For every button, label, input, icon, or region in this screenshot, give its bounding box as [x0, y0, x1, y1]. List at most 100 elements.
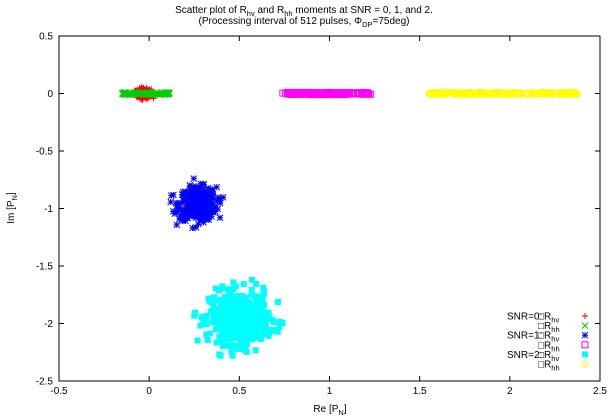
data-point	[217, 352, 224, 359]
data-point	[547, 90, 555, 98]
data-point	[542, 90, 550, 98]
data-point	[176, 199, 184, 207]
data-point	[241, 304, 248, 311]
legend-snr-label: SNR=0:	[507, 312, 542, 323]
data-point	[233, 303, 240, 310]
data-point	[455, 90, 463, 98]
data-point	[218, 326, 225, 333]
legend-snr-label: SNR=1:	[507, 331, 542, 342]
data-point	[245, 333, 252, 340]
data-point	[319, 89, 327, 97]
legend-snr-label: SNR=2:	[507, 350, 542, 361]
data-point	[244, 312, 251, 319]
data-point	[190, 175, 198, 182]
data-point	[260, 291, 267, 298]
y-axis-label: Im [PN]	[6, 192, 19, 224]
data-point	[527, 89, 535, 97]
y-tick-label: -2.5	[36, 377, 54, 388]
data-point	[191, 194, 199, 202]
data-point	[164, 89, 171, 97]
data-point	[204, 191, 211, 199]
data-point	[259, 320, 266, 327]
data-point	[222, 342, 229, 349]
data-point	[243, 294, 250, 301]
data-point	[195, 199, 202, 207]
data-point	[504, 90, 512, 98]
x-tick-label: 1	[327, 386, 333, 397]
y-tick-label: 0.5	[39, 32, 53, 43]
data-point	[226, 330, 233, 337]
data-point	[262, 312, 269, 319]
data-point	[188, 201, 196, 208]
chart-title: Scatter plot of Rhv and Rhh moments at S…	[175, 5, 433, 29]
x-tick-label: 0	[146, 386, 152, 397]
legend-series-label: □Rhh	[538, 321, 560, 334]
plot-axes: -0.5 0 0.5 1 1.5 2 2.5 0.5 0 -0.5 -1 -1.5 -2 -2.5	[36, 32, 608, 398]
data-point	[430, 89, 438, 97]
data-point	[180, 197, 188, 205]
data-point	[182, 198, 189, 205]
data-point	[245, 325, 252, 332]
data-point	[162, 89, 170, 97]
data-point	[220, 305, 227, 312]
data-point	[265, 332, 272, 339]
data-point	[192, 206, 200, 214]
data-point	[245, 303, 252, 310]
data-point	[230, 329, 237, 336]
data-point	[260, 287, 267, 294]
data-point	[257, 300, 264, 307]
y-tick-label: -1	[44, 204, 53, 215]
data-point	[138, 90, 146, 97]
data-point	[169, 207, 177, 215]
data-point	[233, 312, 240, 319]
data-point	[209, 185, 217, 193]
data-point	[206, 204, 214, 211]
data-point	[249, 336, 256, 343]
data-point	[222, 327, 229, 334]
legend-entry: □Rhh	[538, 360, 589, 373]
legend-series-label: □Rhv	[538, 350, 559, 363]
data-point	[198, 314, 205, 321]
data-point	[237, 326, 244, 333]
data-point	[557, 90, 565, 98]
data-point	[198, 202, 206, 210]
legend-marker	[581, 360, 589, 368]
data-point	[175, 215, 183, 223]
legend-marker	[581, 322, 589, 329]
data-point	[199, 185, 207, 193]
data-point	[274, 328, 281, 335]
data-point	[345, 90, 353, 98]
data-point	[499, 90, 507, 98]
data-point	[185, 194, 193, 202]
data-point	[183, 193, 191, 201]
data-point	[231, 342, 238, 349]
data-point	[204, 337, 211, 344]
data-point	[249, 276, 256, 283]
data-point	[181, 216, 188, 223]
data-point	[573, 91, 581, 99]
data-point	[192, 214, 200, 222]
data-point	[238, 339, 245, 346]
data-point	[216, 323, 223, 330]
data-point	[257, 335, 264, 342]
data-point	[215, 312, 222, 319]
data-point	[204, 196, 212, 203]
y-tick-label: 0	[47, 89, 53, 100]
data-point	[558, 89, 566, 97]
data-point	[192, 224, 200, 231]
data-point	[425, 90, 433, 98]
data-point	[211, 294, 218, 301]
x-tick-label: 1.5	[413, 386, 427, 397]
legend: SNR=0:□Rhv□RhhSNR=1:□Rhv□RhhSNR=2:□Rhv□R…	[507, 312, 589, 373]
data-point	[274, 299, 281, 306]
data-point	[236, 329, 243, 336]
data-point	[216, 197, 224, 205]
data-point	[189, 189, 197, 197]
data-point	[170, 191, 177, 199]
chart-title-line-2: (Processing interval of 512 pulses, ΦDP=…	[198, 16, 409, 29]
x-tick-label: 2.5	[593, 386, 607, 397]
data-point	[214, 326, 221, 333]
data-point	[209, 319, 216, 326]
data-point	[167, 198, 175, 206]
data-point	[203, 211, 211, 219]
